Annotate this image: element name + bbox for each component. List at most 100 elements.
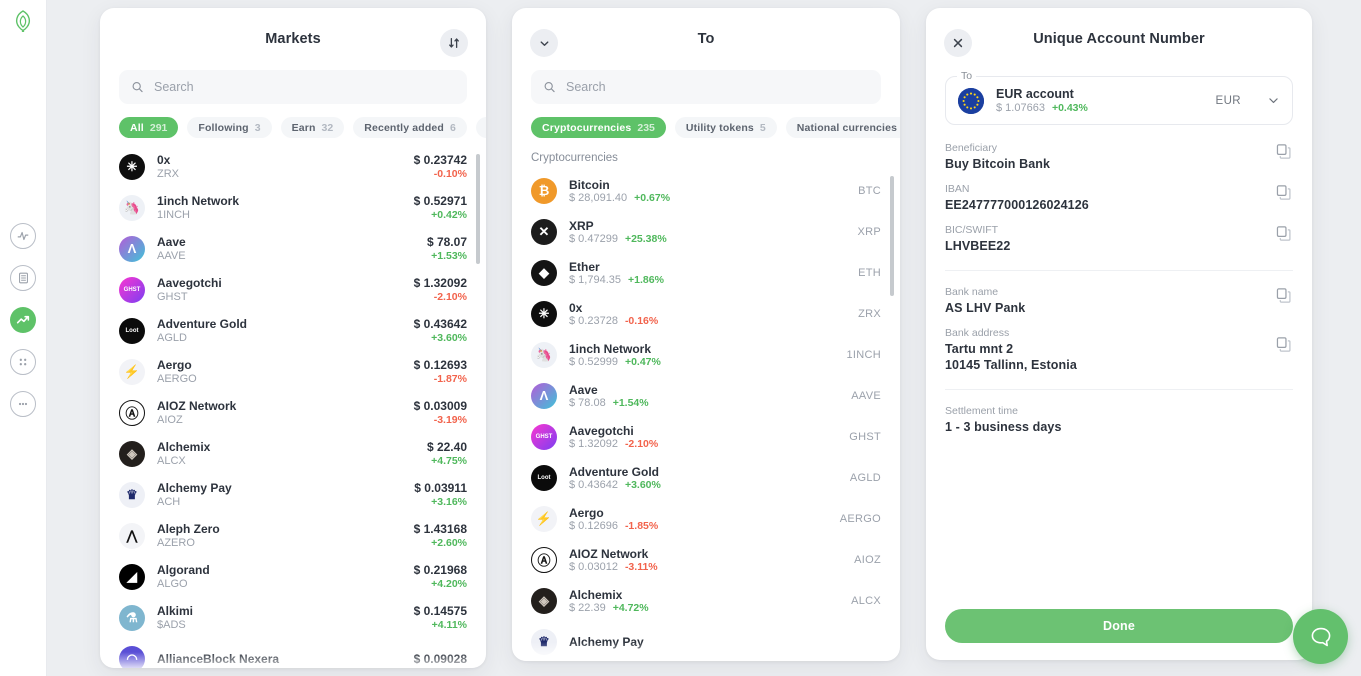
asset-change: -0.10% [433,167,467,180]
chip-count: 5 [759,121,766,134]
asset-icon: Λ [531,382,557,409]
detail-field: BIC/SWIFT LHVBEE22 [945,213,1293,254]
asset-ticker: ALCX [157,454,186,467]
market-row[interactable]: Λ Aave AAVE $ 78.07 +1.53% [100,228,486,269]
asset-icon: ⋀ [119,522,145,549]
to-asset-row[interactable]: ◆ Ether $ 1,794.35 +1.86% ETH [512,252,900,293]
asset-price: $ 0.12693 [413,357,467,372]
sidebar-item-apps[interactable] [10,349,36,375]
asset-name-block: 1inch Network $ 0.52999 +0.47% [569,342,834,368]
tab-cry[interactable]: Cry [475,117,486,138]
market-row[interactable]: ◢ Algorand ALGO $ 0.21968 +4.20% [100,556,486,597]
asset-icon: GHST [119,276,145,303]
done-button[interactable]: Done [945,609,1293,643]
market-row[interactable]: Loot Adventure Gold AGLD $ 0.43642 +3.60% [100,310,486,351]
field-value: Tartu mnt 2 [945,342,1014,356]
tab-cryptocurrencies[interactable]: Cryptocurrencies 235 [531,117,666,138]
asset-name: AIOZ Network [569,546,649,561]
to-asset-row[interactable]: Ⓐ AIOZ Network $ 0.03012 -3.11% AIOZ [512,539,900,580]
asset-name-block: Bitcoin $ 28,091.40 +0.67% [569,178,846,204]
asset-change: +1.86% [628,273,664,286]
sidebar-item-accounts[interactable] [10,265,36,291]
chevron-down-icon[interactable] [1267,94,1280,107]
chip-count: 235 [637,121,655,134]
to-asset-row[interactable]: ✕ XRP $ 0.47299 +25.38% XRP [512,211,900,252]
to-asset-row[interactable]: ◈ Alchemix $ 22.39 +4.72% ALCX [512,580,900,621]
detail-field: Bank name AS LHV Pank [945,275,1293,316]
copy-icon[interactable] [1275,143,1292,160]
copy-icon[interactable] [1275,184,1292,201]
copy-icon[interactable] [1275,336,1292,353]
asset-name: AllianceBlock Nexera [157,651,280,666]
sidebar-item-activity[interactable] [10,223,36,249]
markets-search[interactable] [119,70,467,104]
field-label: Settlement time [945,405,1018,417]
leaf-logo-icon[interactable] [8,7,38,37]
to-asset-row[interactable]: Λ Aave $ 78.08 +1.54% AAVE [512,375,900,416]
asset-change: +1.54% [612,396,649,409]
market-row[interactable]: ♛ Alchemy Pay ACH $ 0.03911 +3.16% [100,474,486,515]
asset-name: Aave [157,234,186,249]
market-row[interactable]: ◈ Alchemix ALCX $ 22.40 +4.75% [100,433,486,474]
to-asset-row[interactable]: ♛ Alchemy Pay [512,621,900,661]
sidebar-item-markets[interactable] [10,307,36,333]
to-asset-row[interactable]: ⚡ Aergo $ 0.12696 -1.85% AERGO [512,498,900,539]
section-label: Cryptocurrencies [531,152,618,164]
markets-filter-tabs: All 291 Following 3 Earn 32 Recently added 6 Cry [100,104,486,146]
asset-price-block: $ 0.52971 +0.42% [414,194,467,222]
search-input[interactable] [154,80,455,94]
to-asset-row[interactable]: 🦄 1inch Network $ 0.52999 +0.47% 1INCH [512,334,900,375]
market-row[interactable]: ✳ 0x ZRX $ 0.23742 -0.10% [100,146,486,187]
asset-ticker: AIOZ [854,553,881,566]
sidebar-item-more[interactable] [10,391,36,417]
market-row[interactable]: ⚗ Alkimi $ADS $ 0.14575 +4.11% [100,597,486,638]
divider [945,389,1293,390]
markets-scrollbar[interactable] [476,154,480,264]
market-row[interactable]: GHST Aavegotchi GHST $ 1.32092 -2.10% [100,269,486,310]
asset-ticker: 1INCH [157,208,191,221]
to-asset-row[interactable]: GHST Aavegotchi $ 1.32092 -2.10% GHST [512,416,900,457]
to-asset-row[interactable]: ₿ Bitcoin $ 28,091.40 +0.67% BTC [512,170,900,211]
search-input[interactable] [566,80,869,94]
chevron-down-icon[interactable] [530,29,558,57]
copy-icon[interactable] [1275,225,1293,243]
copy-icon[interactable] [1275,336,1293,354]
copy-icon[interactable] [1275,225,1292,242]
market-row[interactable]: 🦄 1inch Network 1INCH $ 0.52971 +0.42% [100,187,486,228]
chat-bubble-icon[interactable] [1293,609,1348,664]
asset-change: +0.42% [431,208,467,221]
tab-national-currencies[interactable]: National currencies26 [785,117,900,138]
to-account-selector[interactable]: To EUR accou [945,70,1293,125]
tab-utility-tokens[interactable]: Utility tokens 5 [674,117,777,138]
asset-price-block: $ 0.03009 -3.19% [414,399,467,427]
uan-field-group-3: Settlement time 1 - 3 business days [945,394,1293,435]
tab-recently-added[interactable]: Recently added 6 [353,117,467,138]
field-value: LHVBEE22 [945,239,1011,253]
market-row[interactable]: Ⓐ AIOZ Network AIOZ $ 0.03009 -3.19% [100,392,486,433]
to-asset-row[interactable]: ✳ 0x $ 0.23728 -0.16% ZRX [512,293,900,334]
tab-following[interactable]: Following 3 [187,117,272,138]
asset-change: +4.75% [431,454,467,467]
tab-all[interactable]: All 291 [119,117,179,138]
asset-name: Aave [569,382,598,397]
market-row[interactable]: ◠ AllianceBlock Nexera $ 0.09028 [100,638,486,668]
copy-icon[interactable] [1275,143,1293,161]
asset-name-block: Aave $ 78.08 +1.54% [569,383,839,409]
copy-icon[interactable] [1275,184,1293,202]
to-search[interactable] [531,70,881,104]
close-icon[interactable] [944,29,972,57]
asset-change: -2.10% [624,437,659,450]
to-scrollbar[interactable] [890,176,894,296]
copy-icon[interactable] [1275,287,1293,305]
asset-change: +0.67% [634,191,671,204]
copy-icon[interactable] [1275,287,1292,304]
sort-down-up-icon[interactable] [440,29,468,57]
asset-change: -2.10% [433,290,467,303]
market-row[interactable]: ⋀ Aleph Zero AZERO $ 1.43168 +2.60% [100,515,486,556]
detail-field: IBAN EE247777000126024126 [945,172,1293,213]
asset-ticker: BTC [858,184,881,197]
market-row[interactable]: ⚡ Aergo AERGO $ 0.12693 -1.87% [100,351,486,392]
tab-earn[interactable]: Earn 32 [280,117,345,138]
asset-ticker: ALCX [851,594,881,607]
to-asset-row[interactable]: Loot Adventure Gold $ 0.43642 +3.60% AGLD [512,457,900,498]
